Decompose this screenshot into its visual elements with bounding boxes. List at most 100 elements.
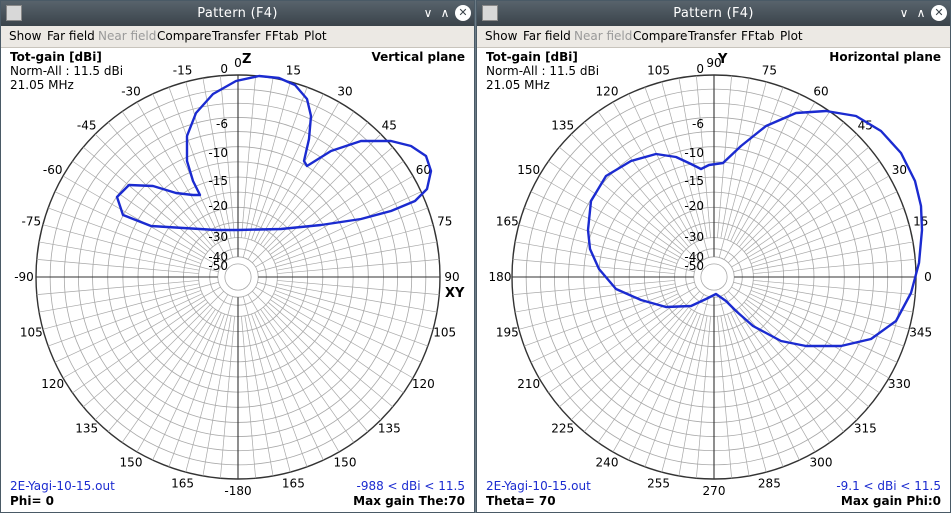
grid-radial — [36, 259, 199, 274]
grid-radial — [72, 160, 206, 255]
grid-radial — [583, 122, 689, 248]
angle-label: 240 — [596, 455, 619, 469]
grid-radial — [570, 291, 700, 421]
file-label: 2E-Yagi-10-15.out — [486, 479, 591, 493]
grid-radial — [730, 312, 800, 461]
title-bar[interactable]: Pattern (F4) ∨ ∧ ✕ — [1, 1, 474, 26]
menu-compare[interactable]: Compare — [157, 29, 212, 43]
window-title: Pattern (F4) — [673, 6, 754, 21]
grid-radial — [515, 241, 676, 271]
menu-show[interactable]: Show — [485, 29, 518, 43]
grid-radial — [263, 122, 369, 248]
grid-radial — [612, 294, 705, 453]
angle-label: 345 — [909, 325, 932, 339]
grid-radial — [72, 299, 206, 394]
menu-show[interactable]: Show — [9, 29, 42, 43]
menu-fftab[interactable]: FFtab — [265, 29, 299, 43]
grid-radial — [750, 207, 904, 264]
db-label: -6 — [216, 117, 228, 131]
db-label: -20 — [208, 199, 228, 213]
grid-radial — [728, 291, 858, 421]
window-icon[interactable] — [6, 5, 22, 21]
db-label: -15 — [208, 174, 228, 188]
chevron-up-icon[interactable]: ∧ — [916, 6, 926, 20]
grid-radial — [628, 93, 698, 242]
menu-plot[interactable]: Plot — [304, 29, 327, 43]
angle-label: 0 — [234, 56, 242, 70]
db-label: -40 — [684, 250, 704, 264]
db-label: -30 — [208, 230, 228, 244]
title-bar[interactable]: Pattern (F4) ∨ ∧ ✕ — [477, 1, 950, 26]
grid-radial — [270, 160, 404, 255]
grid-radial — [512, 280, 675, 295]
menu-far-field[interactable]: Far field — [523, 29, 571, 43]
angle-label: 15 — [286, 63, 301, 77]
grid-radial — [559, 302, 685, 408]
angle-label: -90 — [14, 270, 34, 284]
angle-label: 165 — [171, 477, 194, 491]
angle-label: 60 — [813, 85, 828, 99]
grid-radial — [753, 280, 916, 295]
grid-radial — [260, 309, 355, 443]
chevron-up-icon[interactable]: ∧ — [440, 6, 450, 20]
menu-fftab[interactable]: FFtab — [741, 29, 775, 43]
grid-radial — [515, 283, 676, 313]
polar-plot: 0 15 30 45 60 75 90 105 120 135 150 165 -180 165 150 13… — [10, 50, 465, 508]
axis-y-label: Y — [717, 52, 728, 67]
menu-transfer[interactable]: Transfer — [688, 29, 737, 43]
grid-radial — [257, 224, 434, 273]
window-title: Pattern (F4) — [197, 6, 278, 21]
grid-radial — [107, 122, 213, 248]
grid-radial — [717, 316, 732, 479]
grid-radial — [548, 299, 682, 394]
menu-compare[interactable]: Compare — [633, 29, 688, 43]
grid-radial — [273, 191, 422, 261]
menu-far-field[interactable]: Far field — [47, 29, 95, 43]
close-icon[interactable]: ✕ — [455, 5, 471, 21]
axis-xy-label: XY — [445, 286, 465, 301]
grid-radial — [718, 296, 767, 473]
grid-radial — [273, 293, 422, 363]
angle-label: 120 — [41, 377, 64, 391]
chevron-down-icon[interactable]: ∨ — [423, 6, 433, 20]
angle-label: 135 — [551, 119, 574, 133]
db-label: -10 — [684, 146, 704, 160]
menu-near-field: Near field — [574, 29, 633, 43]
cut-label: Theta= 70 — [486, 494, 556, 508]
menu-plot[interactable]: Plot — [780, 29, 803, 43]
grid-radial — [39, 283, 200, 313]
grid-radial — [753, 259, 916, 274]
angle-label: -30 — [121, 85, 141, 99]
angle-label: 45 — [858, 119, 873, 133]
db-label: -30 — [684, 230, 704, 244]
grid-radial — [739, 122, 845, 248]
grid-radial — [121, 309, 216, 443]
grid-ring — [700, 263, 728, 291]
angle-label: 135 — [378, 421, 401, 435]
grid-radial — [548, 160, 682, 255]
frequency-label: 21.05 MHz — [10, 78, 74, 92]
grid-radial — [242, 81, 291, 258]
grid-radial — [48, 290, 202, 347]
range-label: -9.1 < dBi < 11.5 — [836, 479, 941, 493]
grid-radial — [274, 207, 428, 264]
grid-radial — [696, 75, 711, 238]
axis-z-label: Z — [242, 52, 251, 67]
polar-grid — [511, 74, 917, 480]
close-icon[interactable]: ✕ — [931, 5, 947, 21]
db-label: -40 — [208, 250, 228, 264]
pattern-window-vertical: Pattern (F4) ∨ ∧ ✕ Show Far field Near f… — [0, 0, 475, 513]
angle-label: -60 — [43, 163, 63, 177]
db-label: -50 — [684, 259, 704, 273]
grid-radial — [54, 191, 203, 261]
angle-label: 0 — [924, 270, 932, 284]
window-icon[interactable] — [482, 5, 498, 21]
angle-label: -15 — [173, 63, 193, 77]
grid-radial — [185, 296, 234, 473]
chevron-down-icon[interactable]: ∨ — [899, 6, 909, 20]
grid-radial — [244, 315, 274, 476]
grid-radial — [612, 101, 705, 260]
angle-label: 75 — [437, 215, 452, 229]
grid-radial — [583, 306, 689, 432]
menu-transfer[interactable]: Transfer — [212, 29, 261, 43]
